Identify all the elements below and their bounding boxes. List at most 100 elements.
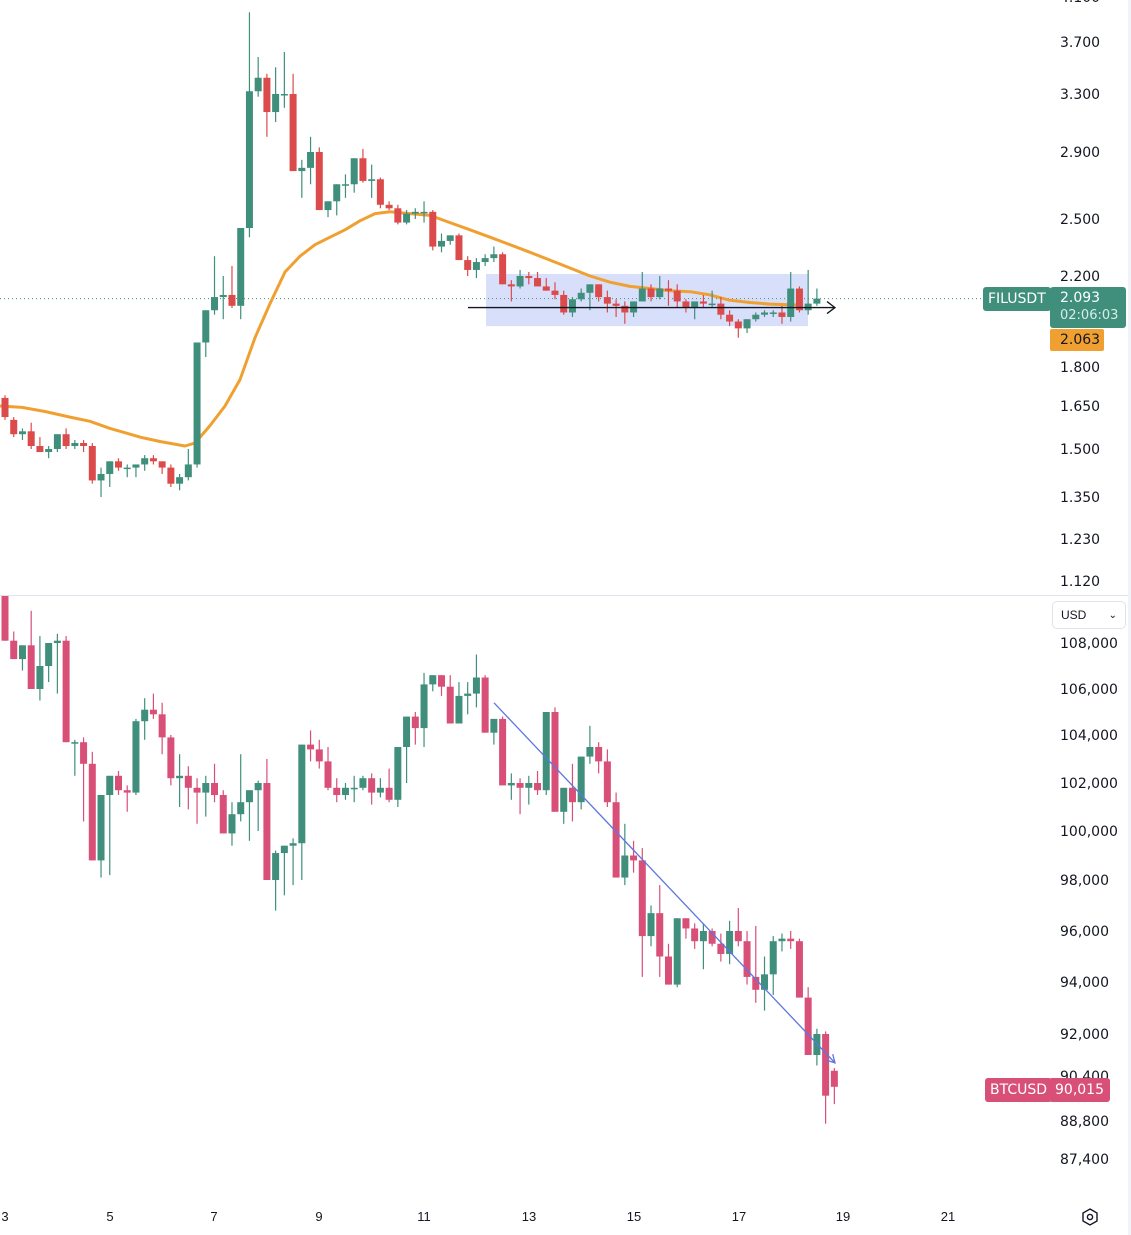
candle[interactable] — [490, 246, 498, 263]
candle[interactable] — [176, 754, 184, 807]
candle[interactable] — [149, 693, 157, 719]
candle[interactable] — [80, 737, 88, 822]
candle[interactable] — [699, 923, 707, 970]
candle[interactable] — [53, 633, 61, 694]
candle[interactable] — [411, 208, 419, 219]
candle[interactable] — [673, 284, 681, 309]
candle[interactable] — [769, 936, 777, 995]
candle[interactable] — [359, 775, 367, 791]
candle[interactable] — [507, 280, 515, 302]
candle[interactable] — [499, 716, 507, 786]
candle[interactable] — [411, 712, 419, 745]
candle[interactable] — [534, 771, 542, 795]
candle[interactable] — [647, 284, 655, 302]
candle[interactable] — [202, 775, 210, 817]
candle[interactable] — [167, 735, 175, 786]
candle[interactable] — [726, 920, 734, 965]
candle[interactable] — [132, 718, 140, 795]
candle[interactable] — [141, 455, 149, 471]
candle[interactable] — [149, 455, 157, 465]
candle[interactable] — [560, 787, 568, 824]
candle[interactable] — [62, 428, 70, 449]
candle[interactable] — [45, 643, 53, 683]
candle[interactable] — [106, 461, 114, 487]
candle[interactable] — [193, 342, 201, 468]
candle[interactable] — [804, 987, 812, 1055]
candle[interactable] — [682, 299, 690, 313]
candle[interactable] — [193, 778, 201, 824]
candle[interactable] — [376, 177, 384, 209]
trend-line[interactable] — [493, 702, 836, 1064]
candle[interactable] — [525, 271, 533, 285]
candle[interactable] — [71, 739, 79, 776]
candle[interactable] — [630, 840, 638, 873]
candle[interactable] — [18, 428, 26, 441]
candle[interactable] — [106, 775, 114, 876]
candle[interactable] — [743, 319, 751, 334]
candle[interactable] — [621, 301, 629, 324]
candle[interactable] — [761, 956, 769, 1011]
candle[interactable] — [1, 395, 9, 420]
candle[interactable] — [114, 771, 122, 795]
candle[interactable] — [769, 310, 777, 317]
candle[interactable] — [621, 823, 629, 886]
candle[interactable] — [429, 210, 437, 251]
candle[interactable] — [307, 136, 315, 185]
candle[interactable] — [289, 838, 297, 886]
candle[interactable] — [307, 730, 315, 762]
candle[interactable] — [263, 73, 271, 137]
candle[interactable] — [280, 51, 288, 108]
candle[interactable] — [10, 417, 18, 438]
candle[interactable] — [184, 766, 192, 810]
candle[interactable] — [577, 288, 585, 302]
candle[interactable] — [438, 233, 445, 253]
btcusd-pane[interactable] — [1, 596, 838, 1124]
candle[interactable] — [245, 790, 253, 841]
candle[interactable] — [726, 310, 734, 327]
candle[interactable] — [350, 158, 358, 193]
candle[interactable] — [525, 775, 533, 805]
candle[interactable] — [743, 931, 751, 985]
candle[interactable] — [341, 783, 349, 800]
candle[interactable] — [708, 928, 716, 947]
filusdt-pane[interactable] — [0, 12, 1050, 497]
candle[interactable] — [141, 698, 149, 740]
candle[interactable] — [385, 201, 393, 211]
candle[interactable] — [272, 850, 280, 911]
candle[interactable] — [455, 233, 463, 261]
candle[interactable] — [245, 12, 253, 238]
candle[interactable] — [595, 742, 603, 774]
candle[interactable] — [394, 747, 402, 807]
candle[interactable] — [298, 744, 306, 880]
candle[interactable] — [752, 312, 760, 322]
candle[interactable] — [62, 636, 70, 743]
candle[interactable] — [534, 271, 542, 287]
candle[interactable] — [27, 422, 35, 449]
candle[interactable] — [71, 440, 79, 449]
candle[interactable] — [446, 235, 454, 245]
candle[interactable] — [612, 792, 620, 878]
candle[interactable] — [184, 449, 192, 481]
candle[interactable] — [254, 56, 262, 97]
candle[interactable] — [472, 258, 480, 279]
candle[interactable] — [167, 464, 175, 487]
candle[interactable] — [586, 284, 594, 311]
candle[interactable] — [752, 925, 760, 1003]
candle[interactable] — [595, 284, 603, 302]
candle[interactable] — [176, 473, 184, 491]
candle[interactable] — [813, 288, 821, 306]
candle[interactable] — [656, 885, 664, 977]
candle[interactable] — [795, 286, 803, 313]
candle[interactable] — [315, 147, 323, 211]
candle[interactable] — [664, 280, 672, 306]
candle[interactable] — [787, 931, 795, 949]
candle[interactable] — [123, 464, 131, 478]
candle[interactable] — [656, 276, 664, 300]
candle[interactable] — [577, 756, 585, 810]
candle[interactable] — [542, 278, 550, 291]
candle[interactable] — [280, 845, 288, 896]
candle[interactable] — [603, 749, 611, 807]
candle[interactable] — [664, 943, 672, 985]
settings-gear-icon[interactable] — [1080, 1207, 1100, 1227]
candle[interactable] — [464, 682, 472, 715]
